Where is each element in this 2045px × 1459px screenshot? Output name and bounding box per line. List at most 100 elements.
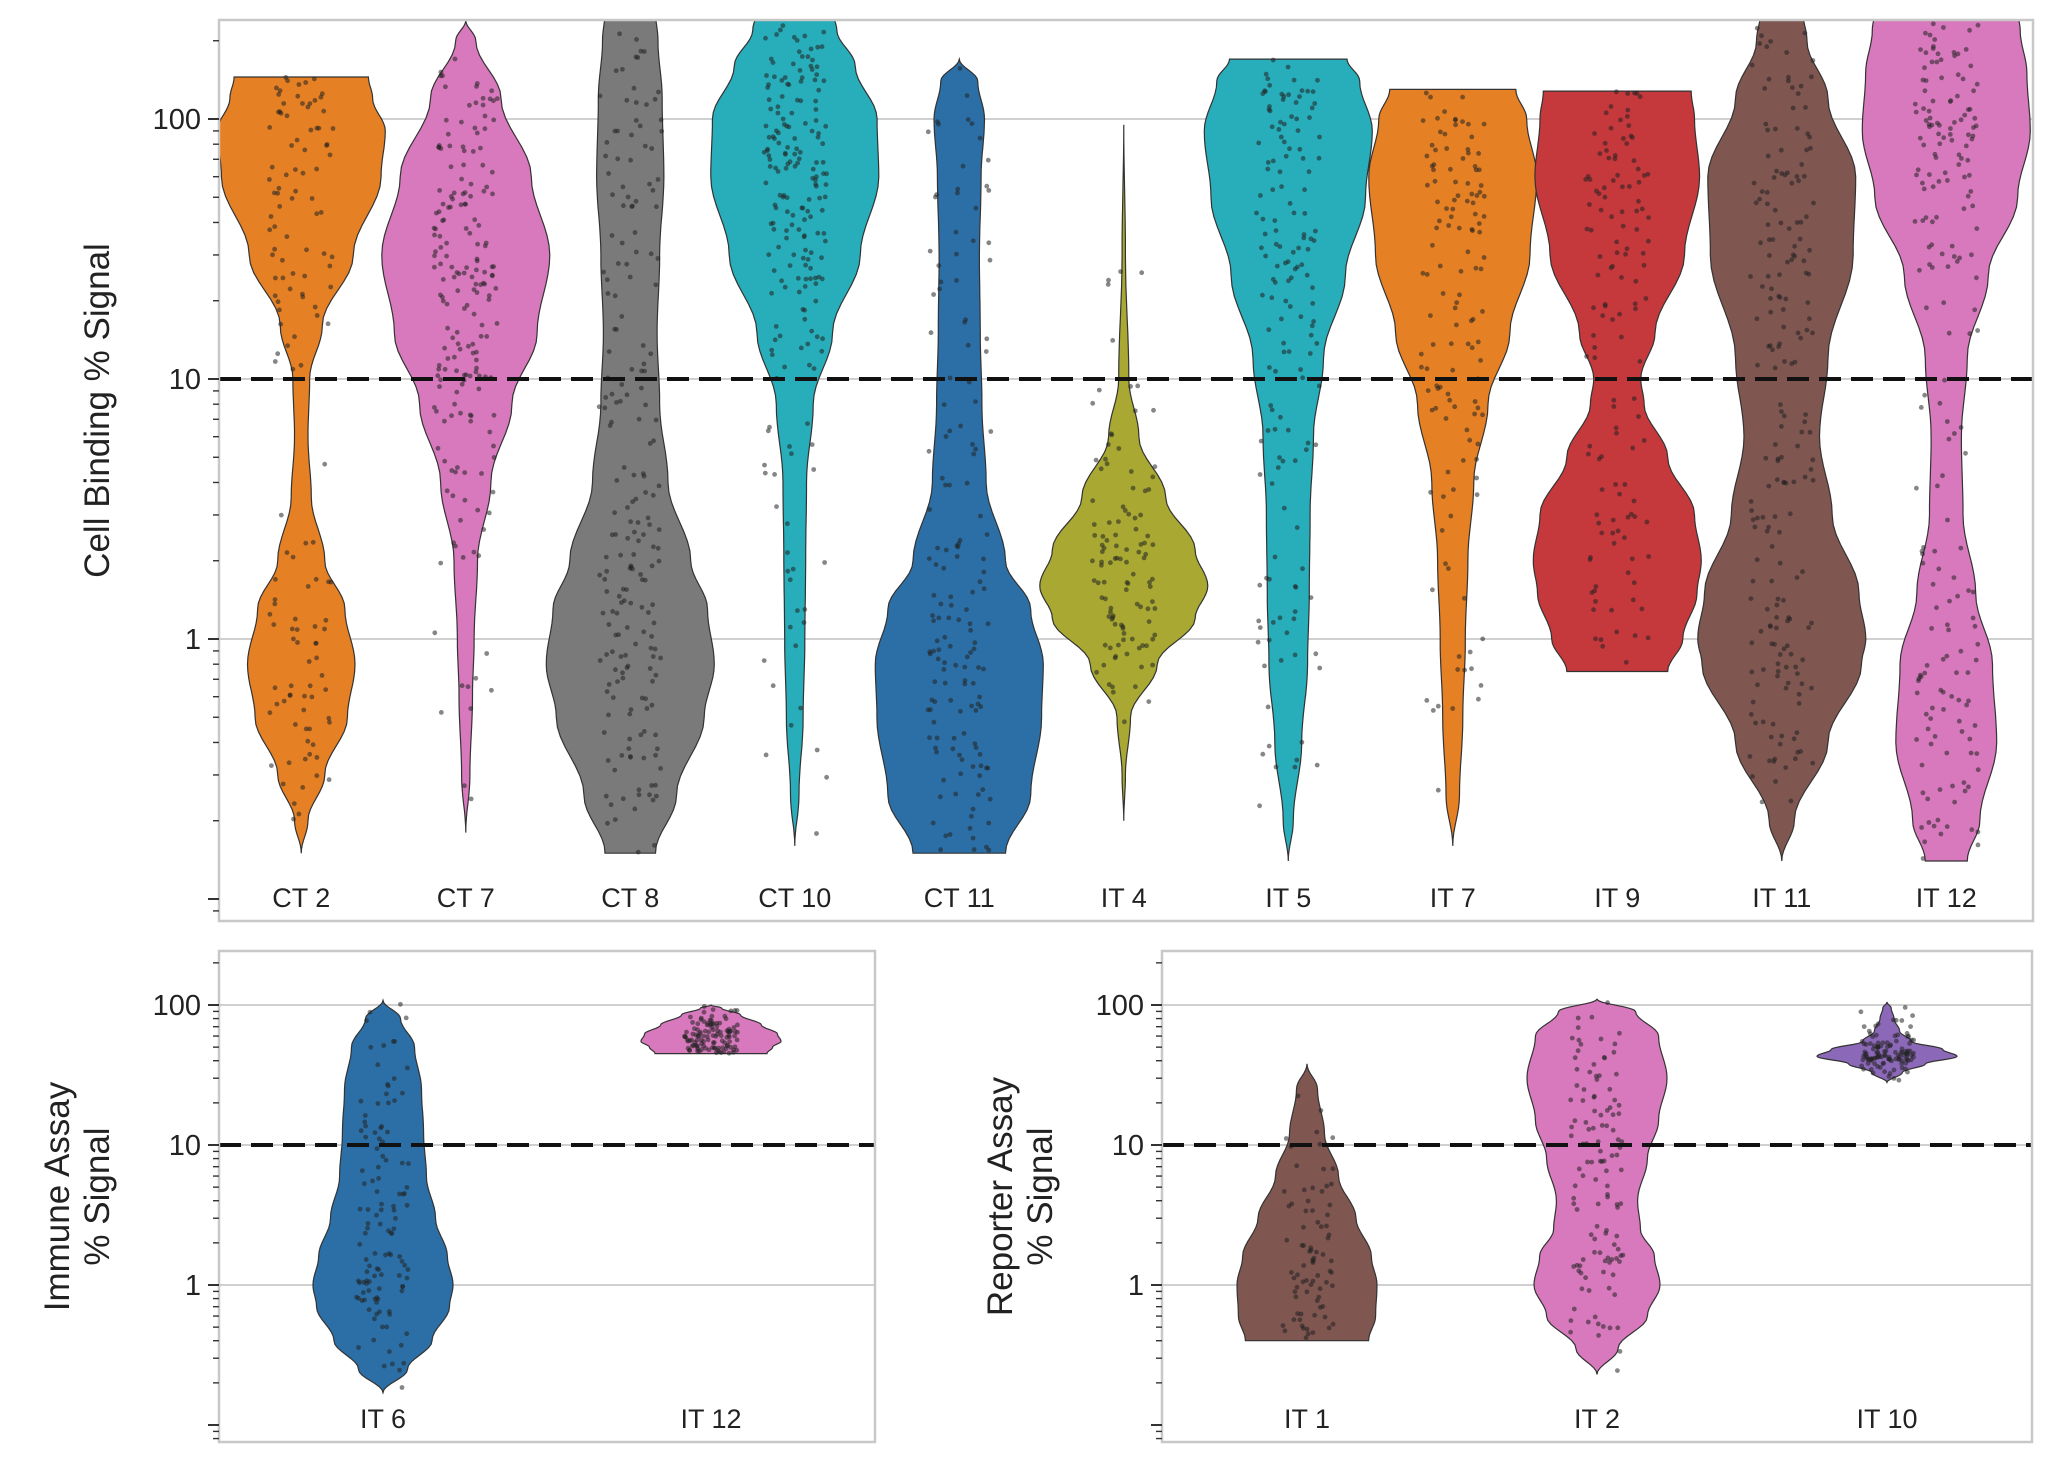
- data-point: [1287, 304, 1293, 309]
- data-point: [1619, 209, 1625, 215]
- data-point: [436, 145, 442, 150]
- data-point: [293, 167, 298, 173]
- data-point: [633, 118, 639, 123]
- data-point: [1477, 229, 1483, 235]
- data-point: [958, 708, 963, 714]
- data-point: [1770, 237, 1776, 242]
- data-point: [437, 188, 442, 193]
- data-point: [1975, 22, 1981, 28]
- data-point: [454, 368, 459, 374]
- data-point: [1292, 609, 1298, 614]
- data-point: [964, 607, 969, 612]
- data-point: [1130, 485, 1136, 491]
- data-point: [1614, 1202, 1620, 1207]
- data-point: [288, 683, 294, 689]
- data-point: [1425, 182, 1430, 188]
- data-point: [637, 123, 643, 129]
- data-point: [808, 265, 813, 271]
- data-point: [453, 469, 458, 475]
- data-point: [654, 793, 659, 799]
- data-point: [1292, 764, 1298, 770]
- data-point: [603, 395, 609, 400]
- data-point: [638, 572, 643, 577]
- data-point: [1612, 1041, 1618, 1047]
- data-point: [1796, 691, 1802, 697]
- data-point: [986, 820, 992, 826]
- data-point: [1922, 670, 1928, 676]
- data-point: [1783, 765, 1789, 770]
- data-point: [1899, 1049, 1905, 1055]
- data-point: [1481, 193, 1487, 199]
- data-point: [650, 187, 656, 193]
- data-point: [1605, 1000, 1610, 1006]
- data-point: [624, 665, 630, 671]
- data-point: [1302, 211, 1308, 216]
- data-point: [314, 755, 320, 760]
- jitter-points: [925, 66, 994, 853]
- data-point: [1764, 44, 1770, 50]
- category-label: IT 1: [1284, 1404, 1330, 1434]
- data-point: [386, 1309, 392, 1314]
- data-point: [1435, 787, 1441, 793]
- data-point: [816, 131, 821, 136]
- data-point: [772, 136, 777, 142]
- data-point: [617, 31, 622, 37]
- data-point: [314, 655, 319, 661]
- data-point: [1958, 648, 1964, 654]
- data-point: [956, 617, 962, 623]
- data-point: [1481, 214, 1487, 219]
- data-point: [1142, 488, 1148, 494]
- data-point: [1090, 498, 1096, 504]
- data-point: [1470, 228, 1475, 234]
- data-point: [1926, 244, 1932, 250]
- data-point: [641, 755, 647, 761]
- data-point: [1774, 615, 1779, 620]
- jitter-points: [1912, 21, 1981, 861]
- data-point: [1903, 1066, 1908, 1072]
- data-point: [1757, 41, 1763, 46]
- data-point: [1260, 751, 1266, 757]
- data-point: [1599, 1123, 1605, 1128]
- data-point: [1260, 292, 1265, 298]
- data-point: [1313, 651, 1319, 657]
- data-point: [1469, 134, 1475, 140]
- data-point: [1918, 47, 1923, 52]
- data-point: [809, 67, 815, 72]
- data-point: [363, 1134, 369, 1140]
- data-point: [476, 386, 482, 392]
- y-tick-label: 10: [1112, 1130, 1144, 1162]
- data-point: [1287, 201, 1293, 206]
- violin-ct-2: [219, 76, 386, 854]
- data-point: [442, 366, 448, 372]
- data-point: [1765, 201, 1770, 207]
- data-point: [930, 820, 936, 826]
- data-point: [1277, 244, 1283, 249]
- data-point: [619, 314, 625, 319]
- data-point: [1598, 207, 1604, 213]
- data-point: [1627, 184, 1632, 189]
- data-point: [1291, 616, 1297, 622]
- data-point: [597, 572, 603, 578]
- data-point: [1798, 335, 1804, 341]
- data-point: [1961, 206, 1967, 212]
- data-point: [1604, 148, 1609, 153]
- data-point: [1326, 1325, 1332, 1331]
- category-label: CT 11: [924, 883, 995, 913]
- data-point: [779, 278, 784, 284]
- data-point: [624, 625, 630, 630]
- data-point: [1975, 829, 1981, 835]
- data-point: [1617, 1349, 1623, 1354]
- data-point: [445, 131, 451, 137]
- data-point: [775, 104, 781, 110]
- data-point: [787, 444, 792, 449]
- data-point: [1592, 345, 1598, 350]
- data-point: [1884, 1040, 1890, 1046]
- data-point: [814, 160, 819, 165]
- data-point: [1103, 596, 1108, 602]
- data-point: [762, 462, 767, 468]
- data-point: [1793, 664, 1799, 670]
- data-point: [770, 220, 776, 226]
- data-point: [1270, 620, 1276, 625]
- data-point: [645, 515, 651, 521]
- data-point: [1941, 25, 1946, 30]
